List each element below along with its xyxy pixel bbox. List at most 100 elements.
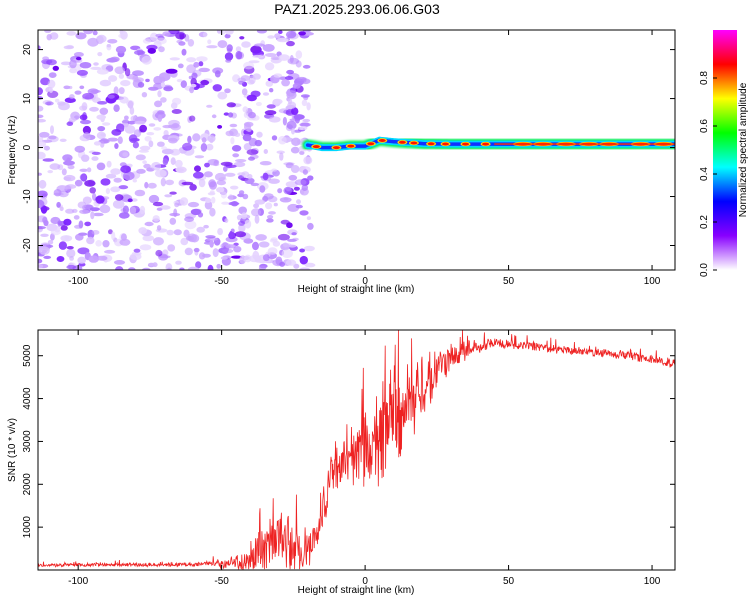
noise-blob xyxy=(141,55,152,65)
signal-hotspot-core xyxy=(462,142,469,146)
noise-blob xyxy=(223,112,230,116)
noise-blob xyxy=(128,134,138,144)
noise-blob xyxy=(189,86,195,94)
noise-blob xyxy=(291,232,297,236)
noise-blob xyxy=(303,245,315,252)
noise-blob xyxy=(113,86,119,95)
noise-blob xyxy=(243,61,255,70)
noise-blob xyxy=(271,135,278,141)
noise-blob xyxy=(86,236,95,245)
noise-blob xyxy=(285,259,297,266)
noise-blob xyxy=(200,143,208,152)
noise-blob xyxy=(115,45,127,54)
noise-blob xyxy=(111,129,122,136)
noise-blob xyxy=(264,53,277,57)
noise-blob xyxy=(38,87,43,96)
noise-blob xyxy=(214,172,226,182)
colorbar-ticks: 0.0 0.2 0.4 0.6 0.8 xyxy=(699,71,717,277)
noise-blob xyxy=(38,172,42,176)
noise-blob xyxy=(271,168,277,172)
noise-blob xyxy=(157,90,162,98)
noise-blob xyxy=(178,41,186,46)
noise-blob xyxy=(207,264,214,270)
noise-blob xyxy=(211,114,217,119)
noise-blob xyxy=(145,78,150,83)
noise-blob xyxy=(204,162,210,168)
y-tick-label: 20 xyxy=(22,44,33,56)
noise-blob xyxy=(100,140,105,148)
noise-blob xyxy=(208,179,217,188)
noise-blob xyxy=(248,111,256,119)
noise-blob xyxy=(175,260,182,265)
noise-blob xyxy=(39,131,50,138)
noise-blob xyxy=(165,68,178,74)
noise-blob xyxy=(82,196,92,205)
figure-title: PAZ1.2025.293.06.06.G03 xyxy=(274,1,440,17)
noise-blob xyxy=(224,172,236,177)
noise-blob xyxy=(84,221,92,227)
noise-blob xyxy=(290,146,300,154)
noise-blob xyxy=(43,255,52,259)
noise-blob xyxy=(79,85,85,90)
noise-blob xyxy=(120,80,131,87)
noise-blob xyxy=(142,38,152,44)
noise-blob xyxy=(254,139,262,147)
noise-blob xyxy=(224,218,229,224)
noise-blob xyxy=(195,261,202,269)
noise-blob xyxy=(286,40,295,47)
noise-blob xyxy=(299,122,311,127)
noise-blob xyxy=(59,206,64,212)
noise-blob xyxy=(155,33,164,38)
noise-blob xyxy=(114,143,119,149)
noise-blob xyxy=(79,173,87,181)
noise-blob xyxy=(52,65,59,71)
noise-blob xyxy=(144,136,152,142)
noise-blob xyxy=(38,199,45,208)
noise-blob xyxy=(89,187,96,194)
noise-blob xyxy=(241,88,248,96)
noise-blob xyxy=(53,189,62,197)
noise-blob xyxy=(61,168,67,176)
x-tick-label: 100 xyxy=(644,276,661,287)
noise-blob xyxy=(49,163,61,170)
noise-blob xyxy=(249,255,260,263)
noise-blob xyxy=(142,235,155,242)
noise-blob xyxy=(286,69,294,75)
noise-blob xyxy=(175,166,187,174)
noise-blob xyxy=(38,45,41,50)
noise-blob xyxy=(223,166,228,172)
noise-blob xyxy=(152,215,160,222)
noise-blob xyxy=(279,152,284,161)
noise-blob xyxy=(148,194,160,204)
noise-blob xyxy=(63,85,71,90)
signal-hotspot-core xyxy=(312,145,320,149)
noise-blob xyxy=(230,137,235,145)
noise-blob xyxy=(299,187,309,196)
noise-blob xyxy=(111,231,116,241)
snr-series-line xyxy=(38,330,675,570)
noise-blob xyxy=(148,123,156,127)
noise-blob xyxy=(216,263,221,269)
noise-blob xyxy=(38,263,44,269)
noise-blob xyxy=(114,194,124,201)
noise-blob xyxy=(153,82,164,90)
noise-blob xyxy=(113,177,122,183)
spectrogram-signal xyxy=(302,134,675,154)
noise-blob xyxy=(97,126,106,132)
noise-blob xyxy=(105,173,117,179)
noise-blob xyxy=(248,75,256,85)
noise-blob xyxy=(203,171,213,178)
y-tick-label: 10 xyxy=(22,93,33,105)
noise-blob xyxy=(283,186,293,195)
noise-blob xyxy=(99,79,112,87)
noise-blob xyxy=(281,249,293,258)
noise-blob xyxy=(75,32,87,40)
signal-hotspot-core xyxy=(367,142,375,146)
noise-blob xyxy=(254,215,260,224)
noise-blob xyxy=(75,233,84,241)
noise-blob xyxy=(293,263,300,269)
noise-blob xyxy=(144,221,154,227)
y-tick-label: 4000 xyxy=(22,387,33,410)
noise-blob xyxy=(254,43,265,47)
noise-blob xyxy=(206,104,213,108)
